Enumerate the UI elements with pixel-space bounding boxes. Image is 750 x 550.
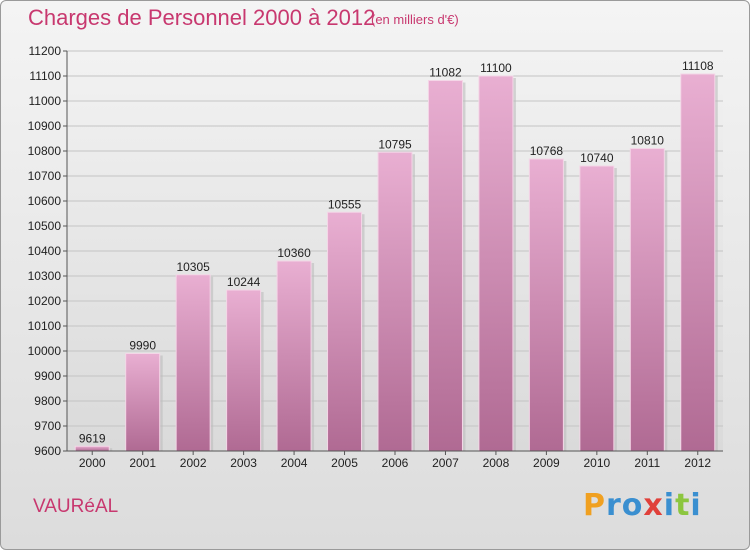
logo-letter: o <box>621 488 644 523</box>
logo-letter: x <box>643 488 664 523</box>
chart-title: Charges de Personnel 2000 à 2012 <box>28 5 376 30</box>
commune-name: VAURéAL <box>33 496 119 517</box>
y-tick-label: 10000 <box>28 344 62 358</box>
logo-letter: t <box>675 488 691 523</box>
y-tick-label: 9700 <box>34 419 61 433</box>
bar-2005 <box>327 211 363 452</box>
y-tick-label: 10400 <box>28 244 62 258</box>
proxiti-logo: Proxiti <box>583 488 702 523</box>
y-tick-label: 10500 <box>28 219 62 233</box>
logo-letter: i <box>690 488 702 523</box>
bar-2011 <box>629 148 665 452</box>
logo-letter: P <box>583 488 606 523</box>
x-tick-label: 2010 <box>583 456 610 470</box>
x-tick-label: 2001 <box>129 456 156 470</box>
x-tick-label: 2007 <box>432 456 459 470</box>
bar-2008 <box>478 75 514 452</box>
data-label: 10810 <box>631 134 665 148</box>
x-tick-label: 2000 <box>79 456 106 470</box>
y-tick-label: 10300 <box>28 269 62 283</box>
y-tick-label: 10900 <box>28 119 62 133</box>
data-labels: 9619 9990 10305 10244 10360 10555 10795 11082 11… <box>79 59 714 445</box>
bar-2006 <box>377 151 413 452</box>
x-tick-label: 2011 <box>634 456 660 470</box>
x-tick-label: 2006 <box>382 456 409 470</box>
logo-letter: i <box>663 488 676 523</box>
y-tick-label: 10100 <box>28 319 62 333</box>
bar-2000 <box>74 445 110 452</box>
y-tick-label: 9800 <box>34 394 61 408</box>
bar-2003 <box>226 289 262 452</box>
x-tick-label: 2004 <box>281 456 308 470</box>
y-axis: 9600 9700 9800 9900 10000 10100 10200 10300 1040… <box>28 44 68 458</box>
bars <box>74 73 718 452</box>
bar-2001 <box>125 353 161 452</box>
x-tick-label: 2012 <box>684 456 711 470</box>
y-tick-label: 10600 <box>28 194 62 208</box>
x-axis: 2000 2001 2002 2003 2004 2005 2006 2007 2008 2009… <box>67 450 723 470</box>
y-tick-label: 11200 <box>29 44 62 58</box>
data-label: 10305 <box>176 260 210 274</box>
chart-subtitle: (en milliers d'€) <box>371 12 459 27</box>
y-tick-label: 10800 <box>28 144 62 158</box>
data-label: 11108 <box>682 59 714 73</box>
y-tick-label: 10200 <box>28 294 62 308</box>
data-label: 10555 <box>328 197 362 211</box>
x-tick-label: 2002 <box>180 456 207 470</box>
bar-2002 <box>175 274 211 452</box>
data-label: 10795 <box>378 137 412 151</box>
data-label: 10360 <box>277 246 311 260</box>
x-tick-label: 2005 <box>331 456 358 470</box>
data-label: 10768 <box>530 144 564 158</box>
data-label: 10244 <box>227 275 261 289</box>
data-label: 9990 <box>129 339 156 353</box>
x-tick-label: 2003 <box>230 456 257 470</box>
data-label: 11100 <box>480 61 512 75</box>
bar-2007 <box>427 80 463 452</box>
bar-2010 <box>579 165 615 452</box>
y-tick-label: 10700 <box>28 169 62 183</box>
bar-2004 <box>276 260 312 452</box>
bar-2009 <box>528 158 564 452</box>
x-tick-label: 2008 <box>483 456 510 470</box>
data-label: 10740 <box>580 151 614 165</box>
x-tick-label: 2009 <box>533 456 560 470</box>
logo-letter: r <box>606 488 622 523</box>
y-tick-label: 9900 <box>34 369 61 383</box>
bar-2012 <box>680 73 716 452</box>
y-tick-label: 11100 <box>29 69 61 83</box>
y-tick-label: 11000 <box>29 94 62 108</box>
y-tick-label: 9600 <box>34 444 61 458</box>
data-label: 11082 <box>429 66 462 80</box>
data-label: 9619 <box>79 431 106 445</box>
